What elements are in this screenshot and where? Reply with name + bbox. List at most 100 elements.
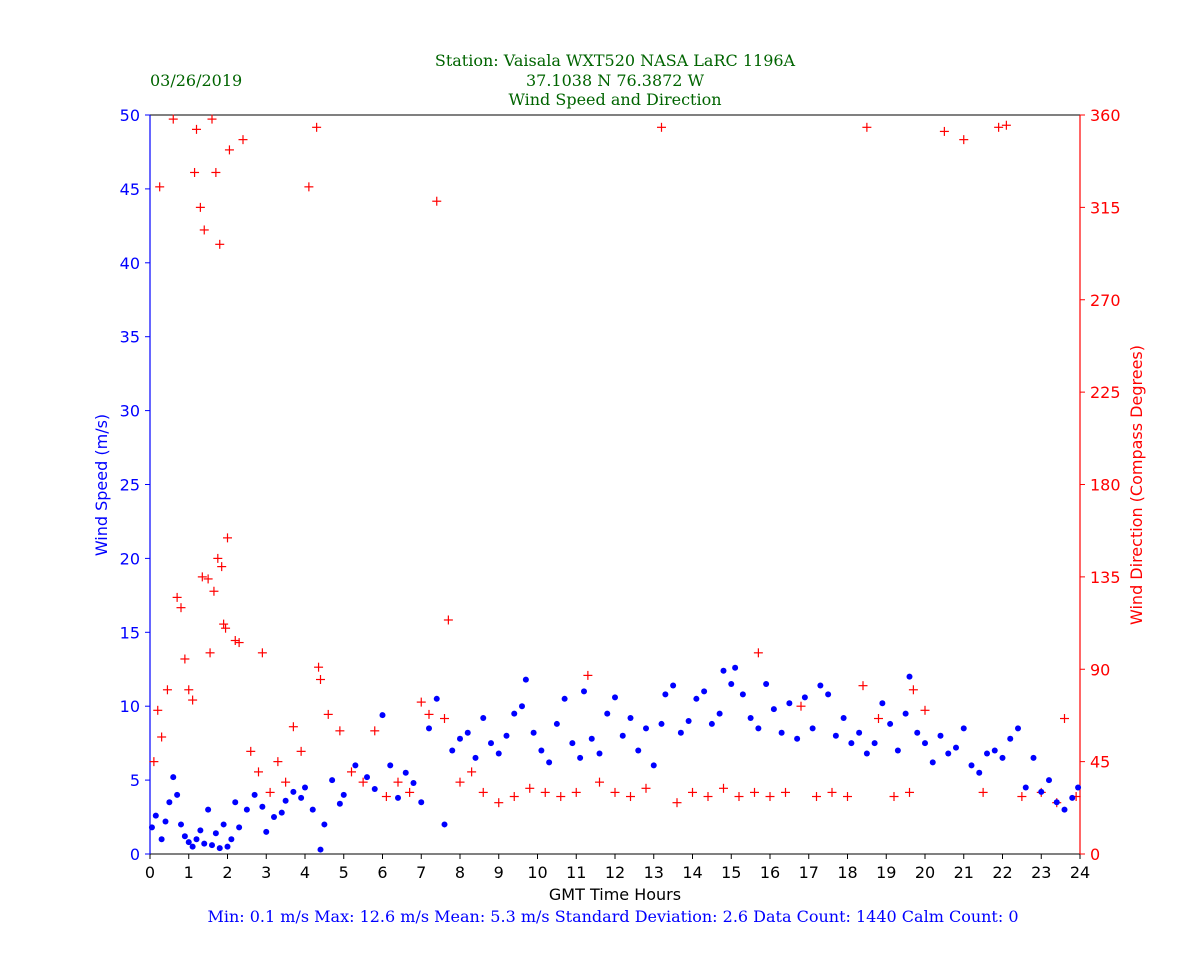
right-tick-label: 135: [1090, 568, 1121, 587]
speed-point: [309, 806, 316, 813]
speed-point: [778, 729, 785, 736]
speed-point: [902, 710, 909, 717]
plot-area: [149, 114, 1081, 855]
speed-point: [716, 710, 723, 717]
speed-point: [929, 759, 936, 766]
direction-point: [827, 787, 837, 797]
speed-point: [232, 799, 239, 806]
speed-point: [464, 729, 471, 736]
direction-point: [157, 732, 167, 742]
speed-point: [336, 800, 343, 807]
x-tick-label: 8: [455, 863, 465, 882]
direction-point: [905, 787, 914, 797]
direction-point: [176, 603, 186, 613]
speed-point: [1069, 794, 1076, 801]
stats-footer: Min: 0.1 m/s Max: 12.6 m/s Mean: 5.3 m/s…: [207, 907, 1018, 926]
speed-point: [511, 710, 518, 717]
x-tick-label: 0: [145, 863, 155, 882]
direction-point: [323, 709, 333, 719]
speed-point: [236, 824, 243, 831]
speed-series: [148, 664, 1082, 853]
direction-point: [432, 196, 442, 206]
direction-point: [843, 792, 852, 802]
x-tick-label: 20: [915, 863, 935, 882]
speed-point: [561, 695, 568, 702]
speed-point: [441, 821, 448, 828]
speed-point: [197, 827, 204, 834]
speed-point: [809, 725, 816, 732]
x-tick-label: 4: [300, 863, 310, 882]
x-tick-label: 17: [799, 863, 819, 882]
speed-point: [488, 740, 494, 747]
direction-point: [978, 787, 988, 797]
speed-point: [685, 717, 692, 724]
speed-point: [604, 710, 611, 717]
direction-point: [207, 114, 217, 124]
right-tick-label: 270: [1090, 291, 1121, 310]
direction-point: [862, 122, 872, 132]
speed-point: [302, 784, 308, 791]
direction-point: [874, 714, 883, 724]
right-tick-label: 315: [1090, 198, 1121, 217]
speed-point: [220, 821, 227, 828]
speed-point: [263, 828, 270, 835]
x-tick-label: 7: [416, 863, 426, 882]
speed-point: [457, 735, 463, 742]
direction-point: [641, 783, 651, 793]
speed-point: [612, 694, 618, 701]
x-tick-label: 23: [1031, 863, 1051, 882]
x-tick-label: 21: [954, 863, 974, 882]
right-tick-label: 360: [1090, 106, 1121, 125]
speed-point: [863, 750, 870, 757]
direction-point: [213, 553, 223, 563]
speed-point: [763, 681, 770, 688]
right-tick-label: 45: [1090, 753, 1110, 772]
speed-point: [340, 791, 347, 798]
speed-point: [170, 774, 177, 781]
speed-point: [205, 806, 212, 813]
direction-point: [626, 792, 635, 802]
speed-point: [794, 735, 801, 742]
x-tick-label: 15: [721, 863, 741, 882]
speed-point: [840, 715, 847, 722]
speed-point: [662, 691, 669, 698]
speed-point: [503, 732, 510, 739]
left-tick-label: 25: [120, 476, 140, 495]
speed-point: [914, 729, 921, 736]
x-tick-label: 16: [760, 863, 780, 882]
speed-point: [747, 715, 754, 722]
speed-point: [530, 729, 537, 736]
right-tick-label: 90: [1090, 660, 1110, 679]
left-tick-label: 40: [120, 254, 140, 273]
direction-point: [1060, 714, 1069, 724]
speed-point: [152, 812, 159, 819]
direction-point: [197, 572, 207, 582]
speed-point: [728, 681, 735, 688]
speed-point: [181, 833, 188, 840]
right-axis-label: Wind Direction (Compass Degrees): [1127, 345, 1146, 625]
speed-point: [410, 780, 417, 787]
direction-point: [199, 225, 209, 235]
speed-point: [670, 682, 677, 689]
direction-point: [234, 638, 244, 648]
chart-title-location: 37.1038 N 76.3872 W: [526, 71, 705, 90]
direction-point: [610, 787, 620, 797]
direction-point: [719, 783, 728, 793]
left-tick-label: 20: [120, 549, 140, 568]
direction-point: [571, 787, 581, 797]
speed-point: [720, 667, 727, 674]
direction-point: [296, 746, 306, 756]
x-tick-label: 9: [494, 863, 504, 882]
speed-point: [984, 750, 990, 757]
speed-point: [991, 747, 998, 754]
speed-point: [1046, 777, 1052, 784]
speed-point: [395, 794, 401, 801]
direction-point: [370, 726, 380, 736]
direction-point: [781, 787, 790, 797]
speed-point: [449, 747, 456, 754]
speed-point: [189, 843, 196, 850]
direction-point: [168, 114, 178, 124]
direction-point: [540, 787, 550, 797]
direction-point: [688, 787, 697, 797]
speed-point: [627, 715, 634, 722]
